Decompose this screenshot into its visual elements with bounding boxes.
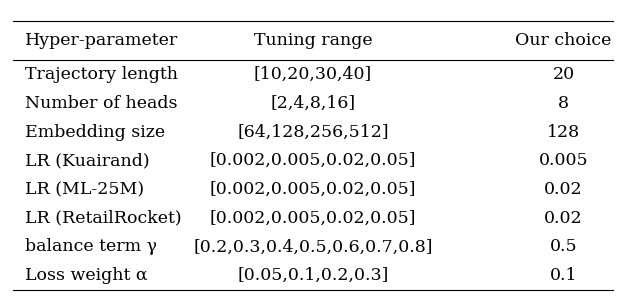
- Text: 0.5: 0.5: [550, 238, 577, 255]
- Text: 20: 20: [552, 66, 575, 83]
- Text: Tuning range: Tuning range: [254, 32, 372, 49]
- Text: LR (ML-25M): LR (ML-25M): [25, 181, 144, 198]
- Text: Trajectory length: Trajectory length: [25, 66, 178, 83]
- Text: balance term γ: balance term γ: [25, 238, 157, 255]
- Text: Loss weight α: Loss weight α: [25, 267, 148, 284]
- Text: LR (RetailRocket): LR (RetailRocket): [25, 210, 182, 227]
- Text: [0.05,0.1,0.2,0.3]: [0.05,0.1,0.2,0.3]: [237, 267, 389, 284]
- Text: [2,4,8,16]: [2,4,8,16]: [270, 95, 356, 112]
- Text: Embedding size: Embedding size: [25, 124, 165, 141]
- Text: [10,20,30,40]: [10,20,30,40]: [254, 66, 372, 83]
- Text: [0.002,0.005,0.02,0.05]: [0.002,0.005,0.02,0.05]: [210, 152, 416, 169]
- Text: 0.1: 0.1: [550, 267, 577, 284]
- Text: Hyper-parameter: Hyper-parameter: [25, 32, 178, 49]
- Text: Number of heads: Number of heads: [25, 95, 178, 112]
- Text: 8: 8: [558, 95, 569, 112]
- Text: 0.02: 0.02: [544, 210, 583, 227]
- Text: [0.002,0.005,0.02,0.05]: [0.002,0.005,0.02,0.05]: [210, 181, 416, 198]
- Text: 0.02: 0.02: [544, 181, 583, 198]
- Text: 128: 128: [547, 124, 580, 141]
- Text: [64,128,256,512]: [64,128,256,512]: [237, 124, 389, 141]
- Text: [0.002,0.005,0.02,0.05]: [0.002,0.005,0.02,0.05]: [210, 210, 416, 227]
- Text: 0.005: 0.005: [538, 152, 588, 169]
- Text: LR (Kuairand): LR (Kuairand): [25, 152, 150, 169]
- Text: Our choice: Our choice: [515, 32, 612, 49]
- Text: [0.2,0.3,0.4,0.5,0.6,0.7,0.8]: [0.2,0.3,0.4,0.5,0.6,0.7,0.8]: [193, 238, 433, 255]
